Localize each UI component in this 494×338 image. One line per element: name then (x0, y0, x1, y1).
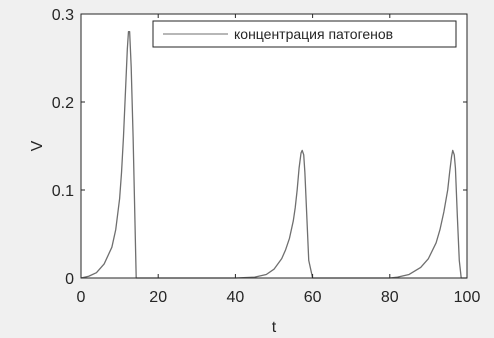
x-tick-label: 0 (77, 289, 86, 306)
x-axis-label: t (272, 319, 277, 336)
y-tick-label: 0.3 (52, 7, 74, 24)
y-axis-label: V (29, 140, 46, 151)
axes-box (80, 13, 468, 279)
series-line-0 (80, 30, 467, 279)
y-axis: 0 0.1 0.2 0.3 (52, 7, 467, 288)
x-tick-label: 80 (381, 289, 399, 306)
x-tick-label: 100 (454, 289, 481, 306)
series-layer (80, 30, 467, 279)
x-axis: 0 20 40 60 80 100 (77, 14, 481, 306)
legend-label: концентрация патогенов (234, 26, 393, 42)
legend: концентрация патогенов (152, 20, 457, 48)
plot-area (81, 14, 467, 278)
y-tick-label: 0.1 (52, 183, 74, 200)
x-tick-label: 20 (149, 289, 167, 306)
y-tick-label: 0.2 (52, 95, 74, 112)
x-tick-label: 60 (304, 289, 322, 306)
y-tick-label: 0 (65, 271, 74, 288)
x-tick-label: 40 (227, 289, 245, 306)
